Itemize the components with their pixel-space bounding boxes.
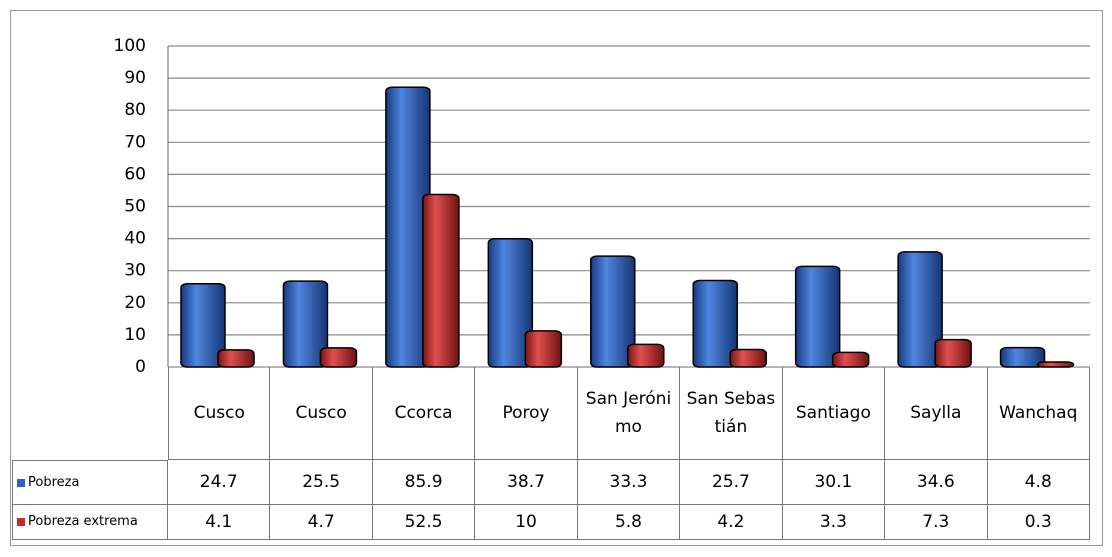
legend-swatch [17, 518, 25, 526]
bar [422, 193, 460, 368]
y-tick-label: 70 [124, 132, 146, 152]
legend-entry: Pobreza [12, 460, 168, 505]
data-table-value: 4.8 [987, 460, 1090, 505]
bar [524, 330, 563, 368]
data-table-value: 10 [475, 505, 578, 540]
category-label: Saylla [885, 367, 988, 460]
data-table-value: 33.3 [577, 460, 681, 505]
category-label: San Sebastián [680, 367, 783, 460]
y-tick-label: 100 [114, 36, 146, 56]
category-label: Poroy [475, 367, 578, 460]
data-table-value: 25.5 [270, 460, 373, 505]
y-tick-label: 80 [124, 100, 146, 120]
y-tick-label: 50 [124, 197, 146, 217]
data-table-value: 24.7 [168, 460, 271, 505]
bar [627, 343, 665, 368]
data-table-value: 4.7 [270, 505, 373, 540]
bar [487, 238, 534, 368]
chart-frame [10, 10, 1103, 546]
y-tick-label: 30 [124, 261, 146, 281]
data-table-value: 25.7 [680, 460, 783, 505]
data-table-value: 5.8 [577, 505, 681, 540]
y-tick-label: 60 [124, 164, 146, 184]
bar [590, 255, 636, 368]
data-table-value: 34.6 [885, 460, 988, 505]
legend-swatch [17, 478, 25, 487]
category-label: Santiago [782, 367, 886, 460]
bar [692, 279, 738, 368]
bar [319, 347, 358, 368]
data-table-value: 52.5 [372, 505, 476, 540]
y-tick-label: 10 [124, 325, 146, 345]
data-table-value: 4.1 [168, 505, 271, 540]
data-table-value: 85.9 [372, 460, 476, 505]
y-tick-label: 0 [135, 357, 146, 377]
bar [180, 282, 226, 368]
bar [729, 348, 767, 368]
bar [282, 280, 329, 368]
data-table-value: 30.1 [782, 460, 886, 505]
bar [1036, 361, 1075, 368]
bar [897, 251, 943, 368]
category-label: Wanchaq [987, 367, 1090, 460]
legend-label: Pobreza extrema [28, 514, 138, 529]
data-table-value: 3.3 [782, 505, 886, 540]
bar [999, 346, 1046, 368]
y-tick-label: 20 [124, 293, 146, 313]
legend-label: Pobreza [28, 474, 80, 490]
category-label: San Jerónimo [577, 367, 681, 460]
bar [934, 338, 972, 368]
bar [831, 351, 870, 368]
data-table-value: 38.7 [475, 460, 578, 505]
category-label: Cusco [270, 367, 373, 460]
bar [794, 265, 841, 368]
category-label: Ccorca [372, 367, 476, 460]
y-tick-label: 40 [124, 229, 146, 249]
y-tick-label: 90 [124, 68, 146, 88]
legend-entry: Pobreza extrema [12, 505, 168, 540]
bar [217, 349, 255, 368]
data-table-value: 4.2 [680, 505, 783, 540]
data-table-value: 0.3 [987, 505, 1090, 540]
category-label: Cusco [168, 367, 271, 460]
data-table-value: 7.3 [885, 505, 988, 540]
